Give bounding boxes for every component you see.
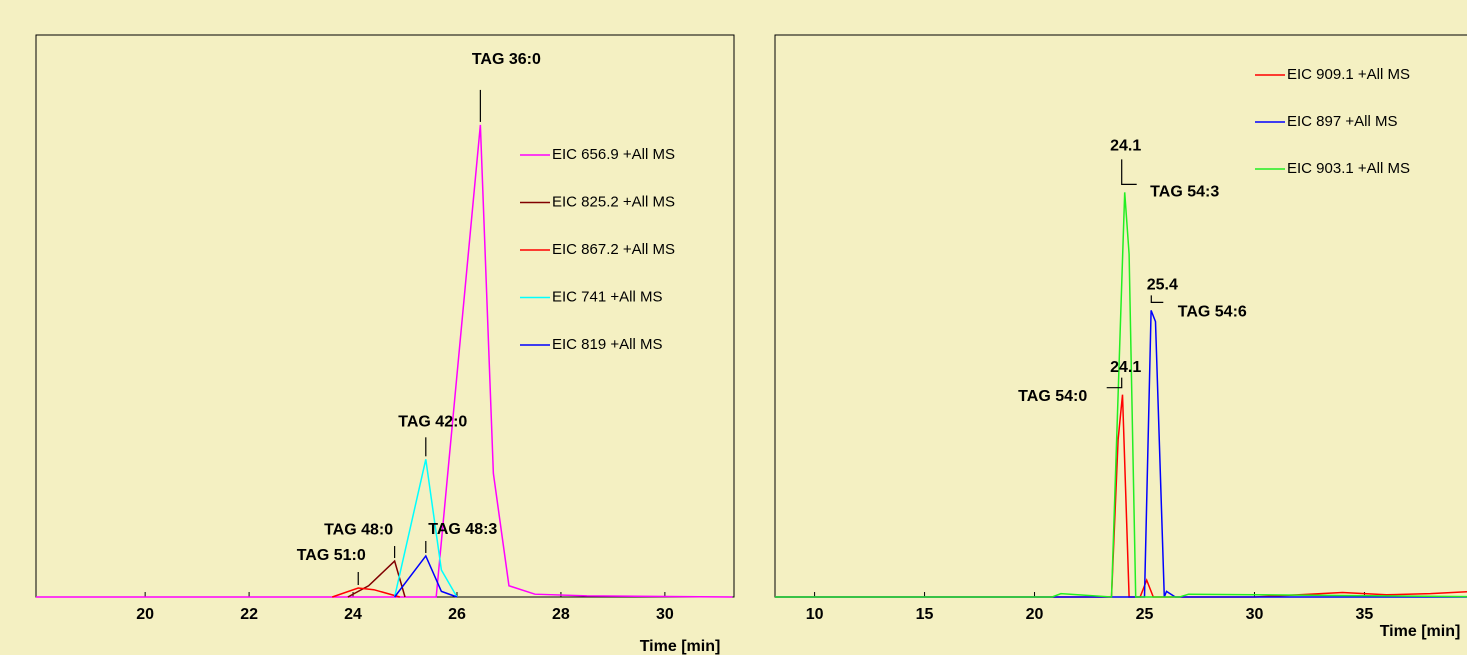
annotation-rt: 24.1 bbox=[1110, 359, 1141, 376]
annotation-label: TAG 48:0 bbox=[324, 521, 393, 538]
annotation-rt: 24.1 bbox=[1110, 138, 1141, 155]
legend-label: EIC 819 +All MS bbox=[552, 336, 662, 353]
legend-label: EIC 909.1 +All MS bbox=[1287, 66, 1410, 83]
trace bbox=[393, 459, 458, 598]
x-tick-label: 30 bbox=[1246, 606, 1264, 623]
x-tick-label: 28 bbox=[552, 606, 570, 623]
x-tick-label: 22 bbox=[240, 606, 258, 623]
x-tick-label: 25 bbox=[1136, 606, 1154, 623]
trace bbox=[775, 310, 1467, 598]
annotation-leader bbox=[1106, 377, 1123, 389]
annotation-label: TAG 54:6 bbox=[1178, 304, 1247, 321]
x-axis-label: Time [min] bbox=[1380, 623, 1461, 640]
x-tick-label: 20 bbox=[1026, 606, 1044, 623]
annotation-label: TAG 54:0 bbox=[1018, 388, 1087, 405]
legend-label: EIC 656.9 +All MS bbox=[552, 146, 675, 163]
legend-label: EIC 741 +All MS bbox=[552, 288, 662, 305]
trace bbox=[36, 124, 733, 598]
x-tick-label: 24 bbox=[344, 606, 362, 623]
plot-area bbox=[35, 34, 735, 598]
annotation-leader bbox=[1150, 295, 1164, 303]
legend-label: EIC 897 +All MS bbox=[1287, 113, 1397, 130]
annotation-label: TAG 42:0 bbox=[398, 414, 467, 431]
legend-label: EIC 867.2 +All MS bbox=[552, 241, 675, 258]
x-tick-label: 10 bbox=[806, 606, 824, 623]
annotation-label: TAG 54:3 bbox=[1150, 184, 1219, 201]
trace bbox=[394, 554, 458, 598]
legend-label: EIC 825.2 +All MS bbox=[552, 193, 675, 210]
annotation-label: TAG 51:0 bbox=[297, 547, 366, 564]
annotation-rt: 25.4 bbox=[1147, 277, 1178, 294]
annotation-label: TAG 48:3 bbox=[428, 521, 497, 538]
trace bbox=[332, 587, 401, 598]
x-tick-label: 35 bbox=[1356, 606, 1374, 623]
panel: 20 22 24 26 28 30 Time [min] EIC 656.9 +All MS E… bbox=[35, 34, 735, 655]
x-tick-label: 15 bbox=[916, 606, 934, 623]
legend-label: EIC 903.1 +All MS bbox=[1287, 160, 1410, 177]
x-tick-label: 26 bbox=[448, 606, 466, 623]
annotation-leader bbox=[1121, 159, 1137, 185]
annotation-label: TAG 36:0 bbox=[472, 51, 541, 68]
x-tick-label: 30 bbox=[656, 606, 674, 623]
x-axis-label: Time [min] bbox=[640, 638, 721, 655]
x-tick-label: 20 bbox=[136, 606, 154, 623]
trace bbox=[775, 192, 1467, 598]
trace bbox=[347, 559, 406, 598]
panel: 10 15 20 25 30 35 Time [min] EIC 909.1 +All MS E… bbox=[774, 34, 1467, 640]
